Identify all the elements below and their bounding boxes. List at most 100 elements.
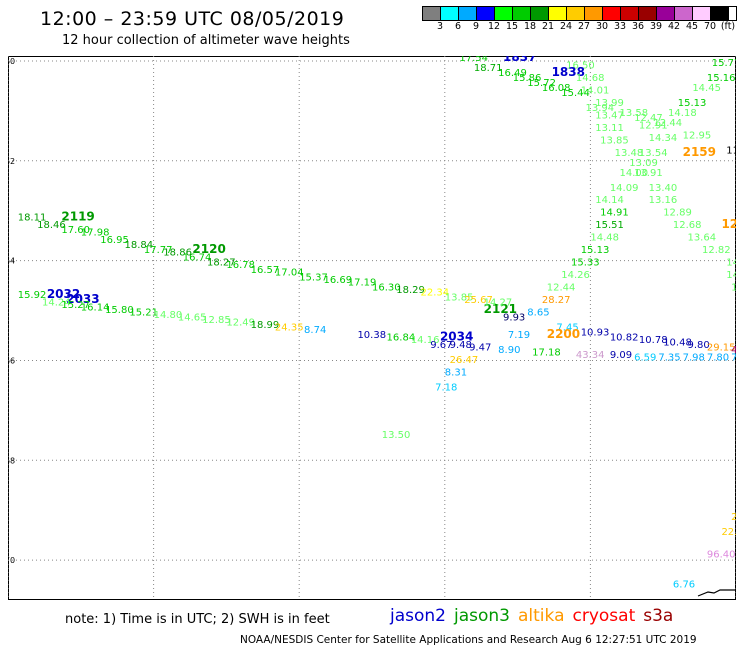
lat-label: -64 bbox=[8, 257, 15, 266]
wave-height-value: 13.40 bbox=[649, 183, 678, 194]
wave-height-value: 28.27 bbox=[542, 295, 571, 306]
color-swatch bbox=[423, 7, 441, 20]
color-scale-tick: 12 bbox=[487, 21, 501, 32]
lat-label: -70 bbox=[8, 556, 15, 565]
wave-height-value: 10.82 bbox=[610, 332, 639, 343]
pass-time-label: 2200 bbox=[547, 327, 580, 341]
color-swatch bbox=[459, 7, 477, 20]
legend-entry-jason2: jason2 bbox=[390, 606, 446, 626]
wave-height-value: 15.77 bbox=[712, 58, 736, 69]
wave-height-value: 96.40 bbox=[707, 550, 736, 561]
wave-height-value: 15.16 bbox=[707, 73, 736, 84]
wave-height-value: 14.68 bbox=[576, 73, 605, 84]
wave-height-value: 14.30 bbox=[726, 258, 736, 269]
color-swatch bbox=[603, 7, 621, 20]
color-swatch bbox=[531, 7, 549, 20]
wave-height-value: 14.48 bbox=[590, 233, 619, 244]
color-scale-tick: 6 bbox=[454, 21, 462, 32]
wave-height-value: 11. bbox=[726, 145, 736, 156]
wave-height-value: 41.85 bbox=[731, 345, 736, 356]
wave-height-value: 13.64 bbox=[687, 233, 716, 244]
wave-height-value: 16.69 bbox=[323, 275, 352, 286]
wave-height-value: 10.48 bbox=[663, 337, 692, 348]
color-swatch bbox=[621, 7, 639, 20]
wave-height-value: 29.15 bbox=[707, 342, 736, 353]
color-scale-tick: 39 bbox=[649, 21, 663, 32]
wave-height-value: 43.34 bbox=[576, 350, 605, 361]
wave-height-value: 12.44 bbox=[653, 118, 682, 129]
pass-time-label: 2033 bbox=[66, 292, 99, 306]
wave-height-value: 18.29 bbox=[396, 285, 425, 296]
wave-height-value: 24.35 bbox=[275, 322, 304, 333]
satellite-legend: jason2 jason3 altika cryosat s3a bbox=[390, 606, 681, 626]
color-swatch bbox=[657, 7, 675, 20]
wave-height-value: 9.93 bbox=[503, 313, 525, 324]
color-scale-tick: 42 bbox=[667, 21, 681, 32]
wave-height-value: 17.54 bbox=[459, 56, 488, 64]
wave-height-value: 26.47 bbox=[450, 355, 479, 366]
wave-height-value: 18.86 bbox=[163, 248, 192, 259]
wave-height-value: 10.38 bbox=[357, 330, 386, 341]
wave-height-value: 13.91 bbox=[634, 168, 663, 179]
wave-height-value: 18.27 bbox=[207, 258, 236, 269]
wave-height-value: 15.27 bbox=[61, 300, 90, 311]
wave-height-value: 14. bbox=[726, 270, 736, 281]
wave-height-value: 14 bbox=[731, 283, 736, 294]
color-swatch bbox=[693, 7, 711, 20]
wave-height-value: 12.89 bbox=[663, 208, 692, 219]
wave-height-value: 14.26 bbox=[561, 270, 590, 281]
footer-credit: NOAA/NESDIS Center for Satellite Applica… bbox=[240, 634, 697, 646]
wave-height-value: 16.84 bbox=[387, 332, 416, 343]
wave-height-value: 14.18 bbox=[668, 108, 697, 119]
color-scale-tick: 36 bbox=[631, 21, 645, 32]
wave-height-value: 14.09 bbox=[610, 183, 639, 194]
wave-height-value: 13.11 bbox=[595, 123, 624, 134]
wave-height-value: 18.71 bbox=[474, 63, 503, 74]
color-swatch bbox=[567, 7, 585, 20]
wave-height-value: 7.35 bbox=[658, 352, 680, 363]
pass-time-label: 1837 bbox=[503, 56, 536, 64]
wave-height-value: 6.76 bbox=[673, 580, 695, 591]
wave-height-value: 12.95 bbox=[683, 130, 712, 141]
wave-height-value: 7.45 bbox=[556, 322, 578, 333]
lat-label: -62 bbox=[8, 157, 15, 166]
wave-height-value: 12.82 bbox=[702, 245, 731, 256]
wave-height-value: 13.85 bbox=[600, 135, 629, 146]
wave-height-value: 15.72 bbox=[527, 78, 556, 89]
wave-height-value: 16.08 bbox=[542, 83, 571, 94]
page-title: 12:00 – 23:59 UTC 08/05/2019 bbox=[40, 8, 345, 30]
pass-time-label: 2034 bbox=[440, 329, 473, 343]
pass-time-label: 1838 bbox=[552, 65, 585, 79]
wave-height-value: 25.67 bbox=[464, 295, 493, 306]
wave-height-value: 16.74 bbox=[183, 253, 212, 264]
pass-time-label: 2119 bbox=[61, 210, 94, 224]
wave-height-value: 14.24 bbox=[42, 298, 71, 309]
wave-height-value: 2 bbox=[731, 512, 736, 523]
legend-entry-cryosat: cryosat bbox=[572, 606, 636, 626]
color-scale-tick: 3 bbox=[436, 21, 444, 32]
note-text: note: 1) Time is in UTC; 2) SWH is in fe… bbox=[65, 612, 330, 627]
wave-height-value: 6.59 bbox=[634, 352, 656, 363]
wave-height-value: 15.33 bbox=[571, 258, 600, 269]
wave-height-value: 16.30 bbox=[372, 283, 401, 294]
wave-height-value: 14.27 bbox=[484, 298, 513, 309]
color-scale-tick: (ft) bbox=[720, 21, 736, 32]
color-scale-tick: 45 bbox=[685, 21, 699, 32]
wave-height-value: 15.21 bbox=[129, 308, 158, 319]
map-plot: -60-62-64-66-68-70-90-87-84-81-78-7517.5… bbox=[0, 50, 740, 614]
wave-height-value: 16.57 bbox=[251, 265, 280, 276]
color-scale-tick: 9 bbox=[472, 21, 480, 32]
wave-height-value: 13.09 bbox=[629, 158, 658, 169]
pass-time-label: 2120 bbox=[192, 242, 225, 256]
wave-height-value: 15.37 bbox=[299, 273, 328, 284]
wave-height-value: 13.99 bbox=[595, 98, 624, 109]
wave-height-value: 16.50 bbox=[566, 60, 595, 71]
pass-time-label: 12 bbox=[721, 217, 736, 231]
lat-label: -60 bbox=[8, 57, 15, 66]
pass-time-label: 2121 bbox=[484, 302, 517, 316]
color-scale-tick: 33 bbox=[613, 21, 627, 32]
wave-height-value: 7.18 bbox=[435, 382, 457, 393]
wave-height-value: 12.85 bbox=[202, 315, 231, 326]
wave-height-value: 17.77 bbox=[144, 245, 173, 256]
color-scale-tick: 18 bbox=[523, 21, 537, 32]
